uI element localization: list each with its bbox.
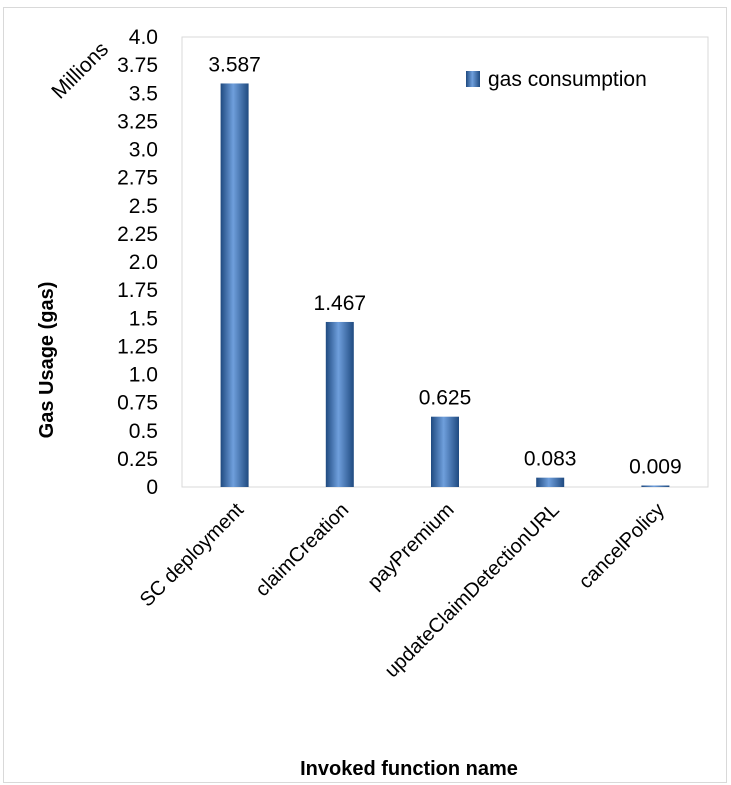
data-labels: 3.587 1.467 0.625 0.083 0.009 [208, 53, 681, 478]
legend-swatch [466, 71, 480, 87]
y-tick-label: 3.75 [117, 54, 158, 77]
y-tick-label: 2.25 [117, 223, 158, 246]
bars [220, 83, 670, 488]
y-tick-label: 0.75 [117, 392, 158, 415]
y-tick-label: 2.0 [129, 251, 158, 274]
data-label: 0.083 [524, 448, 577, 471]
data-label: 0.625 [419, 387, 472, 410]
category-label: payPremium [364, 499, 459, 594]
y-tick-label: 0 [146, 476, 158, 499]
y-tick-label: 3.25 [117, 110, 158, 133]
y-tick-label: 1.0 [129, 364, 158, 387]
category-labels: SC deployment claimCreation payPremiumupda… [136, 499, 669, 682]
bar [431, 416, 459, 487]
chart-frame [3, 7, 727, 783]
category-label: SC deployment [136, 499, 249, 612]
unit-label: Millions [47, 38, 113, 104]
y-tick-label: 2.75 [117, 167, 158, 190]
x-axis-title: Invoked function name [300, 758, 518, 780]
bar [536, 477, 565, 487]
y-tick-label: 2.5 [129, 195, 158, 218]
category-label: updateClaimDetectionURL [381, 499, 564, 682]
y-tick-label: 0.25 [117, 448, 158, 471]
legend-label: gas consumption [488, 68, 647, 91]
data-label: 1.467 [314, 292, 367, 315]
data-label: 3.587 [208, 53, 261, 76]
y-tick-label: 0.5 [129, 420, 158, 443]
bar [220, 83, 249, 488]
category-label: cancelPolicy [575, 499, 669, 593]
bar [325, 321, 354, 487]
y-tick-label: 1.25 [117, 335, 158, 358]
y-tick-label: 3.0 [129, 139, 158, 162]
y-tick-label: 1.5 [129, 307, 158, 330]
bar [641, 485, 670, 487]
y-tick-label: 3.5 [129, 82, 158, 105]
y-axis-title: Gas Usage (gas) [36, 282, 58, 439]
y-tick-label: 1.75 [117, 279, 158, 302]
y-tick-labels: 0 0.25 0.5 0.75 1.0 1.25 1.5 1.75 2.0 2.25 2.5 2.75… [117, 26, 158, 499]
y-tick-label: 4.0 [129, 26, 158, 49]
data-label: 0.009 [629, 456, 682, 479]
category-label: claimCreation [251, 499, 353, 601]
legend: gas consumption [466, 68, 647, 91]
